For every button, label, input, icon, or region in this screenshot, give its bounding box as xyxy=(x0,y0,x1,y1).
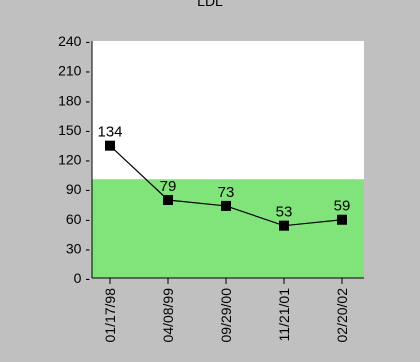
data-label: 79 xyxy=(160,178,177,195)
data-label: 53 xyxy=(276,204,293,221)
data-point xyxy=(105,140,115,151)
y-tick-label: 210 - xyxy=(58,63,90,79)
y-tick-label: 90 - xyxy=(66,181,90,197)
y-tick-label: 30 - xyxy=(66,240,90,256)
y-tick-label: 150 - xyxy=(58,122,90,138)
series-ldl: 134 79 73 53 59 xyxy=(97,124,350,231)
y-tick-label: 240 - xyxy=(58,33,90,49)
y-axis-ticks: 0 - 30 - 60 - 90 - 120 - 150 - 180 - 210 - 240 - xyxy=(58,33,90,286)
data-label: 59 xyxy=(334,198,351,215)
x-tick-label: 01/17/98 xyxy=(102,288,118,343)
target-range-band xyxy=(92,179,364,278)
x-tick-label: 02/20/02 xyxy=(334,288,350,343)
y-tick-label: 120 - xyxy=(58,152,90,168)
chart-title: LDL xyxy=(197,0,223,9)
y-tick-label: 180 - xyxy=(58,92,90,108)
data-point xyxy=(221,200,231,211)
data-point xyxy=(163,194,173,205)
data-label: 134 xyxy=(97,124,122,141)
x-axis-ticks: 01/17/98 04/08/99 09/29/00 11/21/01 02/20/02 xyxy=(102,278,350,343)
x-tick-label: 09/29/00 xyxy=(218,288,234,343)
x-tick-label: 11/21/01 xyxy=(276,288,292,342)
data-label: 73 xyxy=(218,184,235,201)
y-tick-label: 60 - xyxy=(66,211,90,227)
x-tick-label: 04/08/99 xyxy=(160,288,176,343)
data-point xyxy=(279,220,289,231)
y-tick-label: 0 - xyxy=(74,270,91,286)
data-point xyxy=(337,214,347,225)
